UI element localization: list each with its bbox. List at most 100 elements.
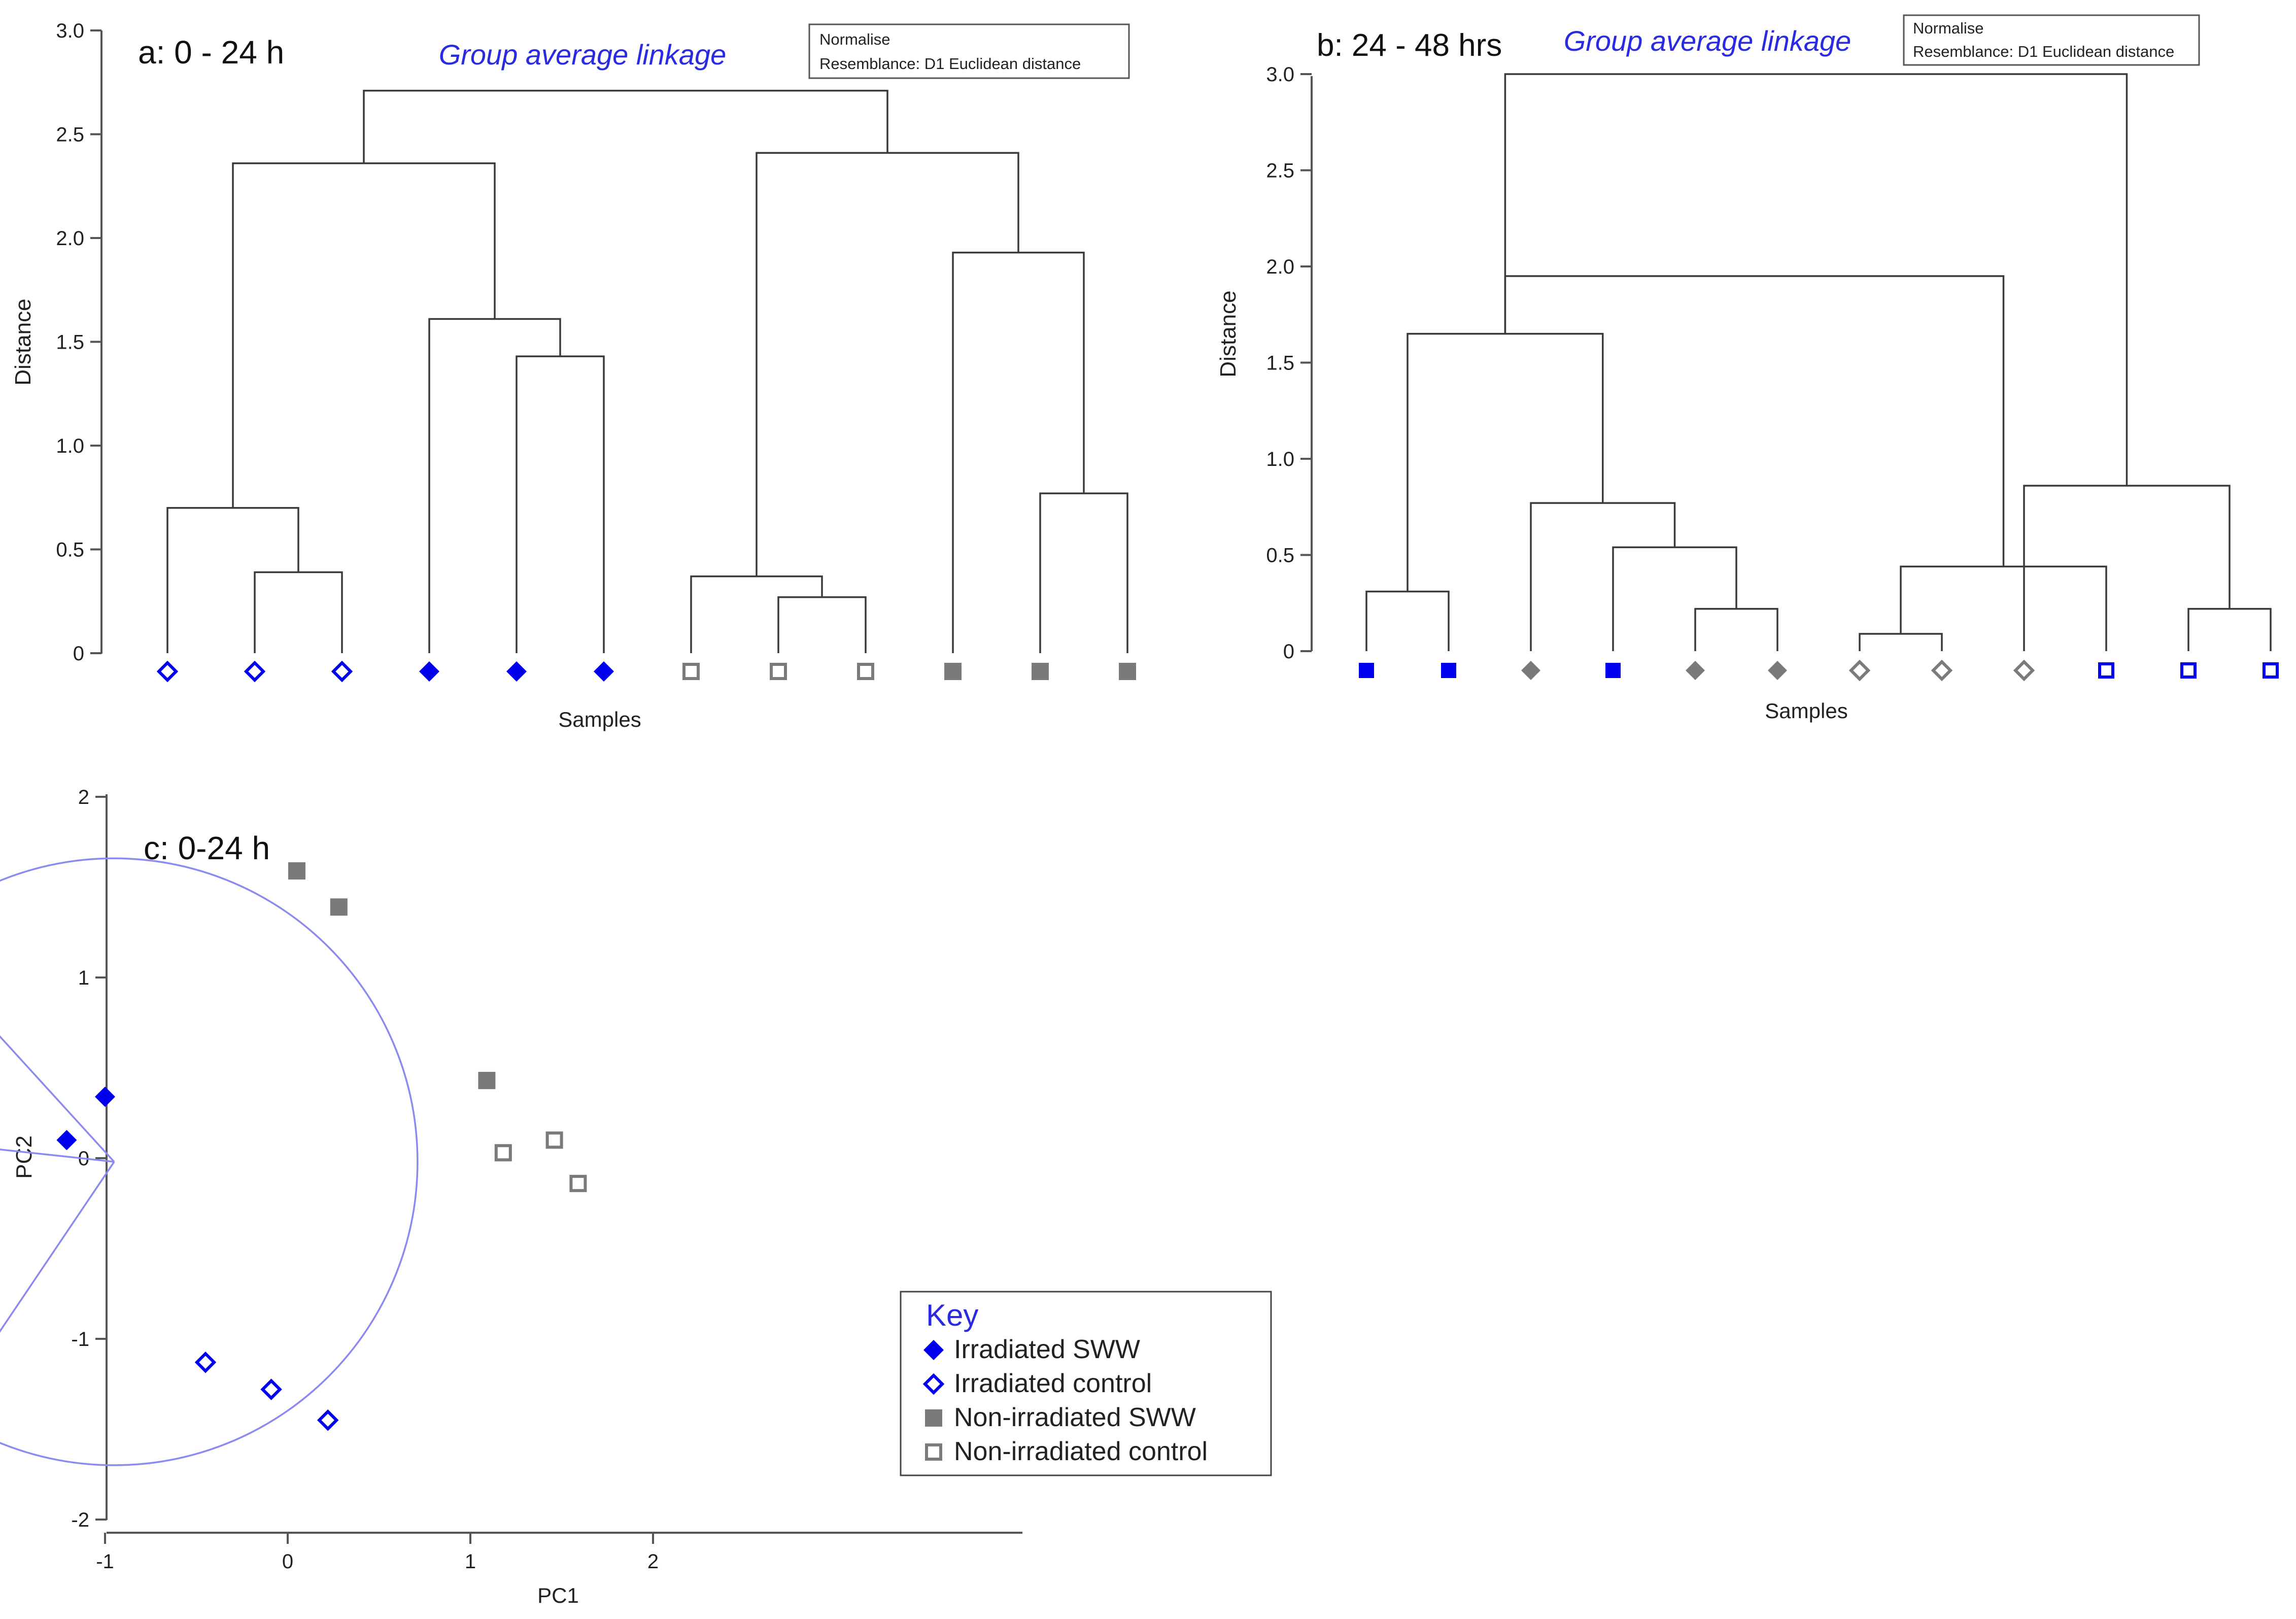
dendrogram-panel-a: 0 0.5 1.0 1.5 2.0 2.5 3.0 Distance Samples a: … [11,20,1136,731]
dendrogram-link-b [1530,502,1676,651]
leaf-marker-a [246,663,263,680]
dendrogram-link-a [690,575,823,653]
loading-vector [0,1149,115,1163]
info-line-b-2: Resemblance: D1 Euclidean distance [1913,43,2174,60]
leaf-marker-a [594,661,614,682]
dendrogram-link-b [1504,275,2005,567]
info-line-a-1: Normalise [819,30,890,48]
legend-marker [927,1445,941,1459]
y-tick-label-a: 3.0 [56,20,84,42]
legend-title: Key [926,1298,978,1332]
leaf-marker-a [859,664,873,679]
scatter-point-non-sww [288,862,305,880]
legend-label: Irradiated control [954,1369,1152,1398]
dendrogram-tree-a [166,89,1128,653]
leaf-marker-b [2015,662,2033,679]
scatter-point-non-sww [330,898,348,916]
leaf-marker-b [1933,662,1950,679]
loading-vector [0,1161,115,1333]
leaf-marker-a [159,663,176,680]
y-tick-label-c: -2 [71,1509,89,1531]
legend-items: Irradiated SWW Irradiated control Non-irra… [923,1335,1208,1466]
dendrogram-link-a [363,89,888,163]
dendrogram-link-b [1900,565,2107,651]
leaf-markers-b [1359,661,2277,680]
dendrogram-link-b [2023,485,2231,651]
leaf-marker-b [1359,663,1374,678]
leaf-marker-a [506,661,527,682]
scatter-point-irr-control [263,1381,280,1398]
dendrogram-link-a [516,355,605,653]
leaf-marker-b [1768,661,1787,680]
y-tick-label-c: 1 [78,967,89,989]
y-axis-label-a: Distance [11,298,36,385]
y-tick-label-a: 1.0 [56,435,84,457]
leaf-markers-a [159,661,1136,682]
legend-label: Non-irradiated SWW [954,1403,1196,1432]
dendrogram-link-a [756,152,1019,577]
scatter-point-irr-control [319,1411,336,1429]
leaf-marker-a [944,663,962,680]
y-tick-label-b: 1.5 [1266,352,1294,375]
dendrogram-panel-b: 0 0.5 1.0 1.5 2.0 2.5 3.0 Distance Samples b: … [1216,14,2277,723]
scatter-point-irr-sww [95,1086,115,1107]
y-tick-label-c: -1 [71,1328,89,1351]
leaf-marker-b [2264,664,2277,677]
dendrogram-link-b [1612,546,1737,651]
x-tick-label-c: 1 [465,1550,476,1573]
y-tick-label-a: 0 [73,643,84,665]
y-axis-label-c: PC2 [12,1135,37,1179]
legend-label: Irradiated SWW [954,1335,1140,1364]
y-ticks-b: 0 0.5 1.0 1.5 2.0 2.5 3.0 [1266,63,1312,663]
leaf-marker-a [419,661,439,682]
chart-title-a: Group average linkage [439,39,727,71]
info-line-a-2: Resemblance: D1 Euclidean distance [819,55,1081,73]
info-box-b [1903,14,2200,66]
panel-label-b: b: 24 - 48 hrs [1317,28,1502,63]
scatter-point-irr-sww [56,1130,77,1151]
dendrogram-link-b [1504,73,2128,486]
dendrogram-link-b [1859,633,1943,651]
y-tick-label-b: 1.0 [1266,448,1294,470]
y-axis-label-b: Distance [1216,290,1241,377]
x-tick-label-c: 0 [282,1550,293,1573]
x-axis-label-b: Samples [1765,699,1847,723]
info-line-b-1: Normalise [1913,19,1984,37]
leaf-marker-b [1521,661,1540,680]
leaf-marker-b [2182,664,2195,677]
legend-marker [925,1409,942,1427]
dendrogram-link-a [777,596,867,653]
dendrogram-link-a [254,571,343,653]
dendrogram-tree-b [1365,73,2272,651]
x-tick-label-c: 2 [647,1550,659,1573]
y-tick-label-a: 0.5 [56,539,84,561]
dendrogram-link-a [166,507,299,653]
dendrogram-link-b [1694,608,1778,651]
leaf-marker-b [2100,664,2113,677]
pca-plot-c: AlkalinityConductivitypH [0,857,585,1466]
dendrogram-link-a [952,251,1085,653]
scatter-point-non-sww [478,1071,496,1089]
y-tick-label-a: 1.5 [56,331,84,354]
dendrogram-link-b [1407,332,1604,592]
y-tick-label-b: 3.0 [1266,63,1294,86]
y-tick-label-a: 2.5 [56,124,84,146]
x-axis-label-a: Samples [558,707,641,731]
info-box-a [808,23,1130,79]
dendrogram-link-a [232,162,496,508]
scatter-point-non-control [547,1133,562,1147]
y-tick-label-b: 0.5 [1266,545,1294,567]
chart-title-b: Group average linkage [1564,25,1852,57]
loading-vector [0,1035,115,1163]
dendrogram-link-a [1039,492,1128,653]
legend-box [900,1291,1272,1476]
leaf-marker-b [1605,663,1621,678]
leaf-marker-a [1032,663,1049,680]
leaf-marker-b [1441,663,1456,678]
leaf-marker-a [333,663,351,680]
y-tick-label-c: 2 [78,786,89,808]
scatter-point-irr-control [197,1354,214,1371]
